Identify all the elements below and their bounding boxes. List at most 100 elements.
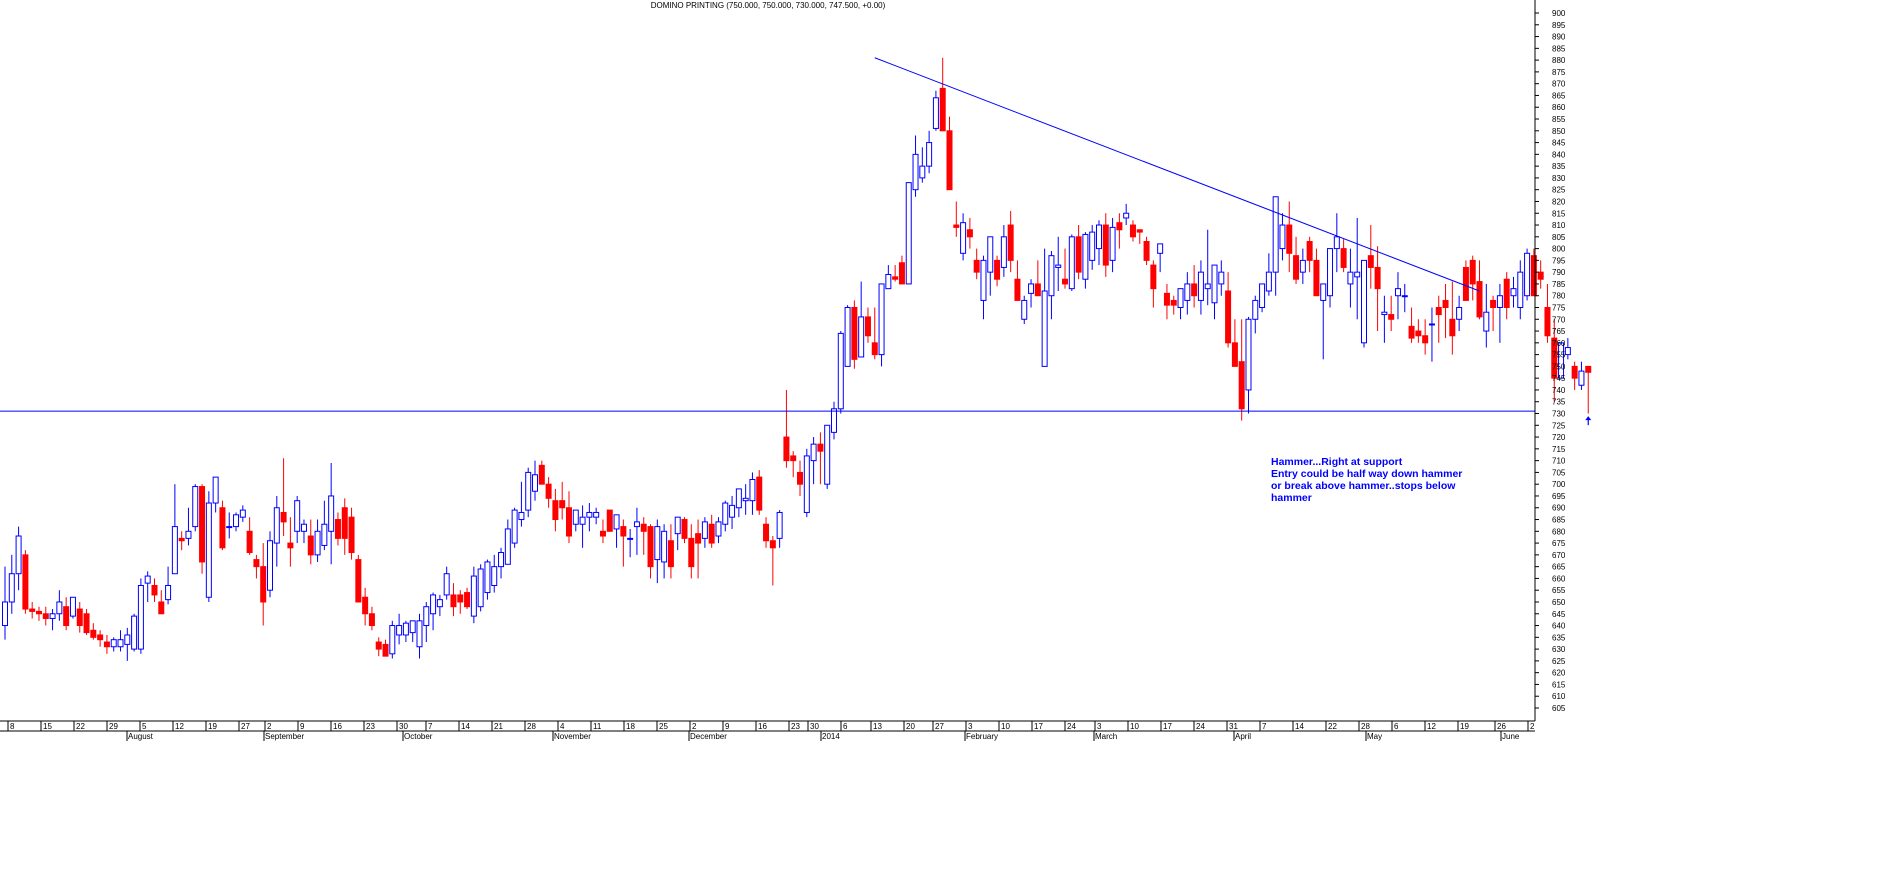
x-day-label: 29 — [109, 722, 118, 731]
candle-body — [980, 259, 987, 301]
candle-body — [470, 575, 477, 617]
x-day-label: 2 — [267, 722, 272, 731]
y-tick-label: 605 — [1552, 704, 1566, 713]
candle-body — [1231, 342, 1238, 367]
y-tick-label: 680 — [1552, 527, 1566, 536]
candle-body — [294, 500, 301, 532]
candle-body — [29, 608, 36, 612]
candle-body — [246, 530, 253, 554]
candle-body — [423, 606, 430, 627]
candle-body — [532, 474, 539, 492]
y-tick-label: 825 — [1552, 186, 1566, 195]
y-axis: 605 610 615 620 625 630 635 640 645 650 655 660 665 6… — [1534, 0, 1566, 721]
candle-body — [579, 516, 586, 525]
candle-body — [1082, 233, 1089, 280]
candle-body — [90, 629, 97, 638]
candle-body — [1449, 318, 1456, 337]
x-day-label: 16 — [758, 722, 767, 731]
candle-body — [824, 424, 831, 485]
candle-body — [464, 592, 471, 608]
y-tick-label: 625 — [1552, 657, 1566, 666]
x-day-label: 26 — [1497, 722, 1506, 731]
x-day-label: 5 — [142, 722, 147, 731]
x-day-label: 18 — [626, 722, 635, 731]
x-day-label: 9 — [725, 722, 730, 731]
candle-body — [518, 511, 525, 521]
candle-body — [606, 509, 613, 532]
y-tick-label: 645 — [1552, 610, 1566, 619]
candle-body — [1184, 283, 1191, 301]
candle-body — [368, 613, 375, 627]
candle-body — [396, 625, 403, 636]
candle-body — [1116, 222, 1123, 231]
candle-body — [1238, 361, 1245, 410]
candle-body — [1462, 266, 1469, 301]
candle-body — [1442, 299, 1449, 308]
candle-body — [239, 509, 246, 518]
candle-body — [1422, 335, 1429, 344]
candle-body — [1034, 283, 1041, 297]
candle-body — [817, 443, 824, 452]
chart-title: DOMINO PRINTING (750.000, 750.000, 730.0… — [651, 1, 886, 10]
candle-body — [722, 502, 729, 525]
x-day-label: 3 — [968, 722, 973, 731]
candle-body — [1558, 342, 1565, 379]
x-month-label: 2014 — [822, 732, 840, 741]
x-day-label: 12 — [175, 722, 184, 731]
candle-body — [1571, 365, 1578, 379]
candle-body — [749, 478, 756, 502]
candle-body — [1313, 259, 1320, 297]
candle-body — [1000, 236, 1007, 268]
candle-body — [1143, 241, 1150, 261]
candle-body — [803, 455, 810, 513]
y-tick-label: 700 — [1552, 480, 1566, 489]
candle-body — [35, 610, 42, 615]
y-tick-label: 635 — [1552, 633, 1566, 642]
candle-body — [165, 584, 172, 601]
x-day-label: 30 — [810, 722, 819, 731]
y-tick-label: 725 — [1552, 421, 1566, 430]
candle-body — [919, 165, 926, 179]
candle-body — [491, 566, 498, 586]
candle-body — [63, 606, 70, 627]
x-day-label: 17 — [1034, 722, 1043, 731]
x-day-label: 19 — [1460, 722, 1469, 731]
candle-body — [851, 306, 858, 360]
candle-body — [627, 537, 634, 540]
y-tick-label: 610 — [1552, 692, 1566, 701]
candle-body — [1435, 306, 1442, 316]
candle-body — [1265, 271, 1272, 292]
x-day-label: 24 — [1196, 722, 1205, 731]
y-tick-label: 775 — [1552, 303, 1566, 312]
candle-body — [729, 504, 736, 518]
candle-body — [593, 511, 600, 518]
candle-body — [1394, 288, 1401, 297]
candle-body — [1007, 224, 1014, 261]
candle-body — [334, 519, 341, 539]
candle-body — [504, 528, 511, 565]
y-tick-label: 740 — [1552, 386, 1566, 395]
candle-body — [1490, 299, 1497, 308]
y-tick-label: 880 — [1552, 56, 1566, 65]
x-day-label: 7 — [1262, 722, 1267, 731]
x-month-label: April — [1235, 732, 1251, 741]
x-day-label: 2 — [1530, 722, 1535, 731]
x-day-label: 12 — [1427, 722, 1436, 731]
candle-body — [69, 596, 76, 617]
arrow-head — [1585, 416, 1592, 421]
candle-body — [1320, 283, 1327, 301]
x-month-label: June — [1502, 732, 1520, 741]
candle-body — [1333, 236, 1340, 250]
candle-body — [15, 535, 22, 575]
x-day-label: 10 — [1001, 722, 1010, 731]
x-day-label: 19 — [208, 722, 217, 731]
candle-body — [1483, 311, 1490, 332]
candle-body — [1537, 271, 1544, 280]
y-tick-label: 875 — [1552, 68, 1566, 77]
y-tick-label: 815 — [1552, 209, 1566, 218]
y-tick-label: 655 — [1552, 586, 1566, 595]
x-day-label: 23 — [791, 722, 800, 731]
candle-body — [599, 530, 606, 537]
y-tick-label: 765 — [1552, 327, 1566, 336]
candle-body — [769, 540, 776, 549]
